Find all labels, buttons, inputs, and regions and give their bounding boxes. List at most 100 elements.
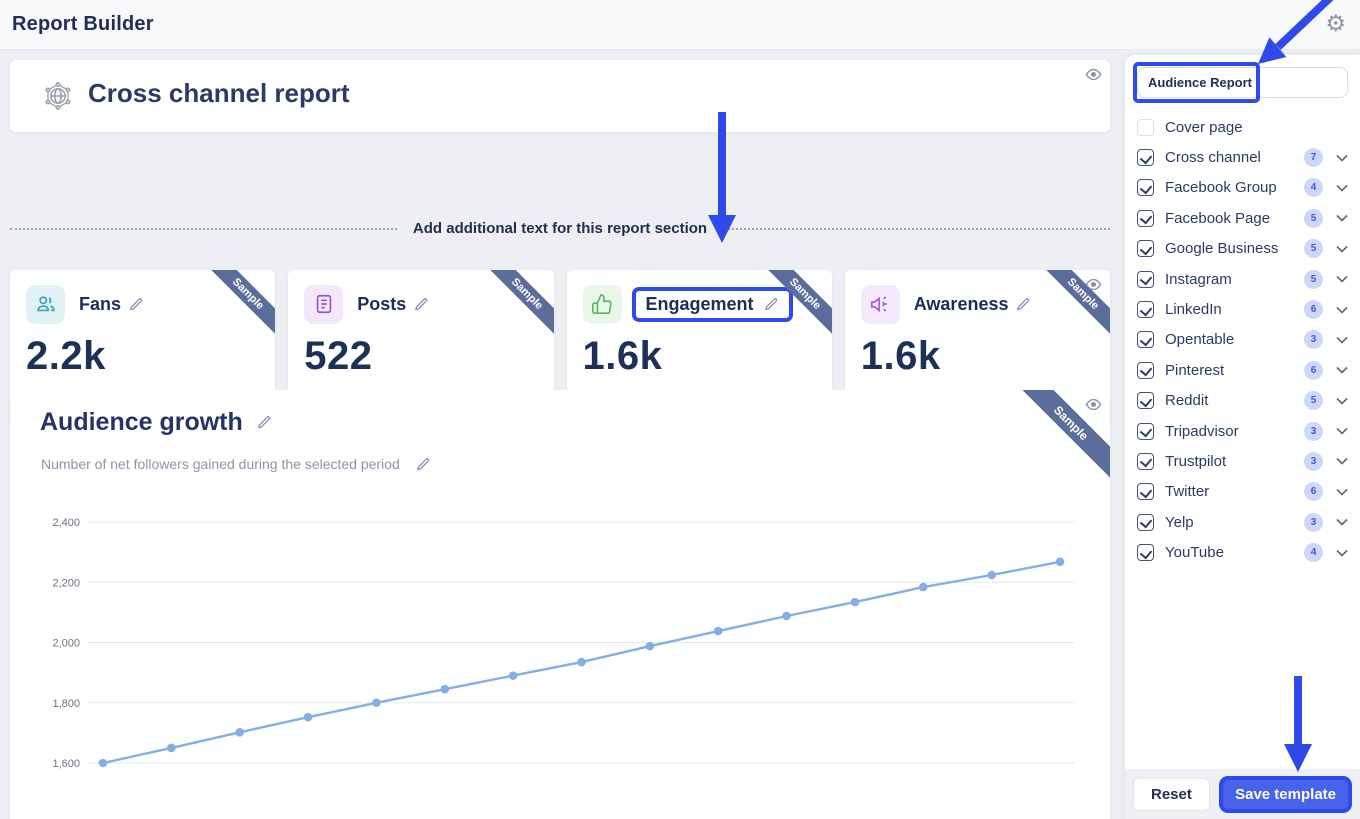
hide-section-eye-icon[interactable] xyxy=(1085,66,1102,83)
widget-count-badge: 3 xyxy=(1304,512,1323,532)
chevron-down-icon[interactable] xyxy=(1336,457,1348,466)
data-point[interactable] xyxy=(645,641,655,651)
data-point[interactable] xyxy=(1055,557,1065,567)
chevron-down-icon[interactable] xyxy=(1336,488,1348,496)
chevron-down-icon[interactable] xyxy=(1336,427,1348,435)
checkbox-checked[interactable] xyxy=(1137,149,1154,167)
data-point[interactable] xyxy=(713,626,723,636)
checkbox-checked[interactable] xyxy=(1137,240,1154,258)
data-point[interactable] xyxy=(372,698,381,708)
widget-count-badge: 5 xyxy=(1304,208,1323,228)
chevron-down-icon[interactable] xyxy=(1336,214,1348,222)
sidebar-item-facebook-page: Facebook Page 5 xyxy=(1137,203,1348,233)
widget-count-badge: 3 xyxy=(1304,451,1323,471)
widget-count-badge: 3 xyxy=(1304,421,1323,441)
data-point[interactable] xyxy=(235,727,245,737)
add-text-divider[interactable]: Add additional text for this report sect… xyxy=(10,220,1110,237)
channel-label: Google Business xyxy=(1165,240,1279,258)
chevron-down-icon[interactable] xyxy=(1336,397,1348,405)
audience-growth-card: Sample Audience growth Number of net fol… xyxy=(10,390,1110,819)
checkbox-checked[interactable] xyxy=(1137,301,1154,319)
data-point[interactable] xyxy=(577,657,586,667)
widget-count-badge: 6 xyxy=(1304,360,1323,380)
edit-pencil-icon[interactable] xyxy=(416,457,431,472)
chevron-down-icon[interactable] xyxy=(1336,154,1348,162)
sidebar-item-instagram: Instagram 5 xyxy=(1137,264,1348,294)
data-point[interactable] xyxy=(782,611,791,621)
megaphone-icon xyxy=(860,284,900,324)
checkbox-checked[interactable] xyxy=(1137,513,1154,531)
channel-label: LinkedIn xyxy=(1165,301,1222,319)
checkbox-checked[interactable] xyxy=(1137,452,1154,470)
channel-list: Cover page Cross channel 7 Facebook Group 4 F… xyxy=(1125,112,1360,568)
channel-label: Cover page xyxy=(1165,118,1243,136)
channel-label: Pinterest xyxy=(1165,361,1225,379)
edit-pencil-icon[interactable] xyxy=(257,415,272,430)
sidebar-item-google-business: Google Business 5 xyxy=(1137,234,1348,264)
widget-count-badge: 6 xyxy=(1304,482,1323,502)
reset-button[interactable]: Reset xyxy=(1133,777,1210,811)
save-template-button[interactable]: Save template xyxy=(1223,779,1348,809)
data-point[interactable] xyxy=(167,743,176,753)
chevron-down-icon[interactable] xyxy=(1336,366,1348,374)
checkbox-unchecked[interactable] xyxy=(1137,118,1154,136)
y-tick-label: 1,800 xyxy=(52,698,80,710)
template-name-field xyxy=(1133,62,1348,103)
edit-pencil-icon[interactable] xyxy=(764,297,779,312)
report-title-card: Cross channel report xyxy=(10,60,1110,132)
metric-value: 1.6k xyxy=(582,334,663,378)
edit-pencil-icon[interactable] xyxy=(414,297,429,312)
y-tick-label: 2,400 xyxy=(52,517,80,529)
channel-label: Instagram xyxy=(1165,270,1232,288)
metric-label: Fans xyxy=(79,293,122,314)
widget-count-badge: 5 xyxy=(1304,391,1323,411)
metric-value: 522 xyxy=(304,334,373,378)
checkbox-checked[interactable] xyxy=(1137,331,1154,349)
data-point[interactable] xyxy=(987,570,996,580)
checkbox-checked[interactable] xyxy=(1137,361,1154,379)
channel-label: Twitter xyxy=(1165,483,1210,501)
checkbox-checked[interactable] xyxy=(1137,392,1154,410)
widget-count-badge: 5 xyxy=(1304,269,1323,289)
chevron-down-icon[interactable] xyxy=(1336,245,1348,253)
hide-widget-eye-icon[interactable] xyxy=(1085,396,1102,413)
sidebar-item-trustpilot: Trustpilot 3 xyxy=(1137,446,1348,476)
chevron-down-icon[interactable] xyxy=(1336,306,1348,314)
channel-label: Facebook Group xyxy=(1165,179,1277,197)
checkbox-checked[interactable] xyxy=(1137,422,1154,440)
chevron-down-icon[interactable] xyxy=(1336,336,1348,344)
y-tick-label: 2,000 xyxy=(52,638,80,650)
sidebar-item-facebook-group: Facebook Group 4 xyxy=(1137,173,1348,203)
checkbox-checked[interactable] xyxy=(1137,179,1154,197)
annotation-highlight-save: Save template xyxy=(1219,775,1352,813)
checkbox-checked[interactable] xyxy=(1137,270,1154,288)
chevron-down-icon[interactable] xyxy=(1336,549,1348,557)
sidebar-item-pinterest: Pinterest 6 xyxy=(1137,355,1348,385)
checkbox-checked[interactable] xyxy=(1137,483,1154,501)
data-point[interactable] xyxy=(303,712,313,722)
channel-label: Yelp xyxy=(1165,513,1194,531)
template-name-input[interactable] xyxy=(1137,67,1348,98)
data-point[interactable] xyxy=(440,684,450,694)
chevron-down-icon[interactable] xyxy=(1336,184,1348,192)
hide-widget-eye-icon[interactable] xyxy=(1085,276,1102,293)
data-point[interactable] xyxy=(508,671,518,680)
y-tick-label: 2,200 xyxy=(52,577,80,589)
sidebar-item-youtube: YouTube 4 xyxy=(1137,537,1348,567)
app-header: Report Builder ⚙ xyxy=(0,0,1360,50)
data-point[interactable] xyxy=(98,758,108,768)
chevron-down-icon[interactable] xyxy=(1336,518,1348,526)
edit-pencil-icon[interactable] xyxy=(129,297,144,312)
data-point[interactable] xyxy=(850,597,860,607)
edit-pencil-icon[interactable] xyxy=(1016,297,1031,312)
checkbox-checked[interactable] xyxy=(1137,544,1154,562)
sidebar-item-cover-page: Cover page xyxy=(1137,112,1348,142)
widget-count-badge: 6 xyxy=(1304,300,1323,320)
sidebar-item-opentable: Opentable 3 xyxy=(1137,325,1348,355)
checkbox-checked[interactable] xyxy=(1137,209,1154,227)
settings-gear-icon[interactable]: ⚙ xyxy=(1325,10,1346,36)
data-point[interactable] xyxy=(918,582,928,592)
document-icon xyxy=(304,284,344,324)
chevron-down-icon[interactable] xyxy=(1336,275,1348,283)
channel-label: Reddit xyxy=(1165,392,1209,410)
